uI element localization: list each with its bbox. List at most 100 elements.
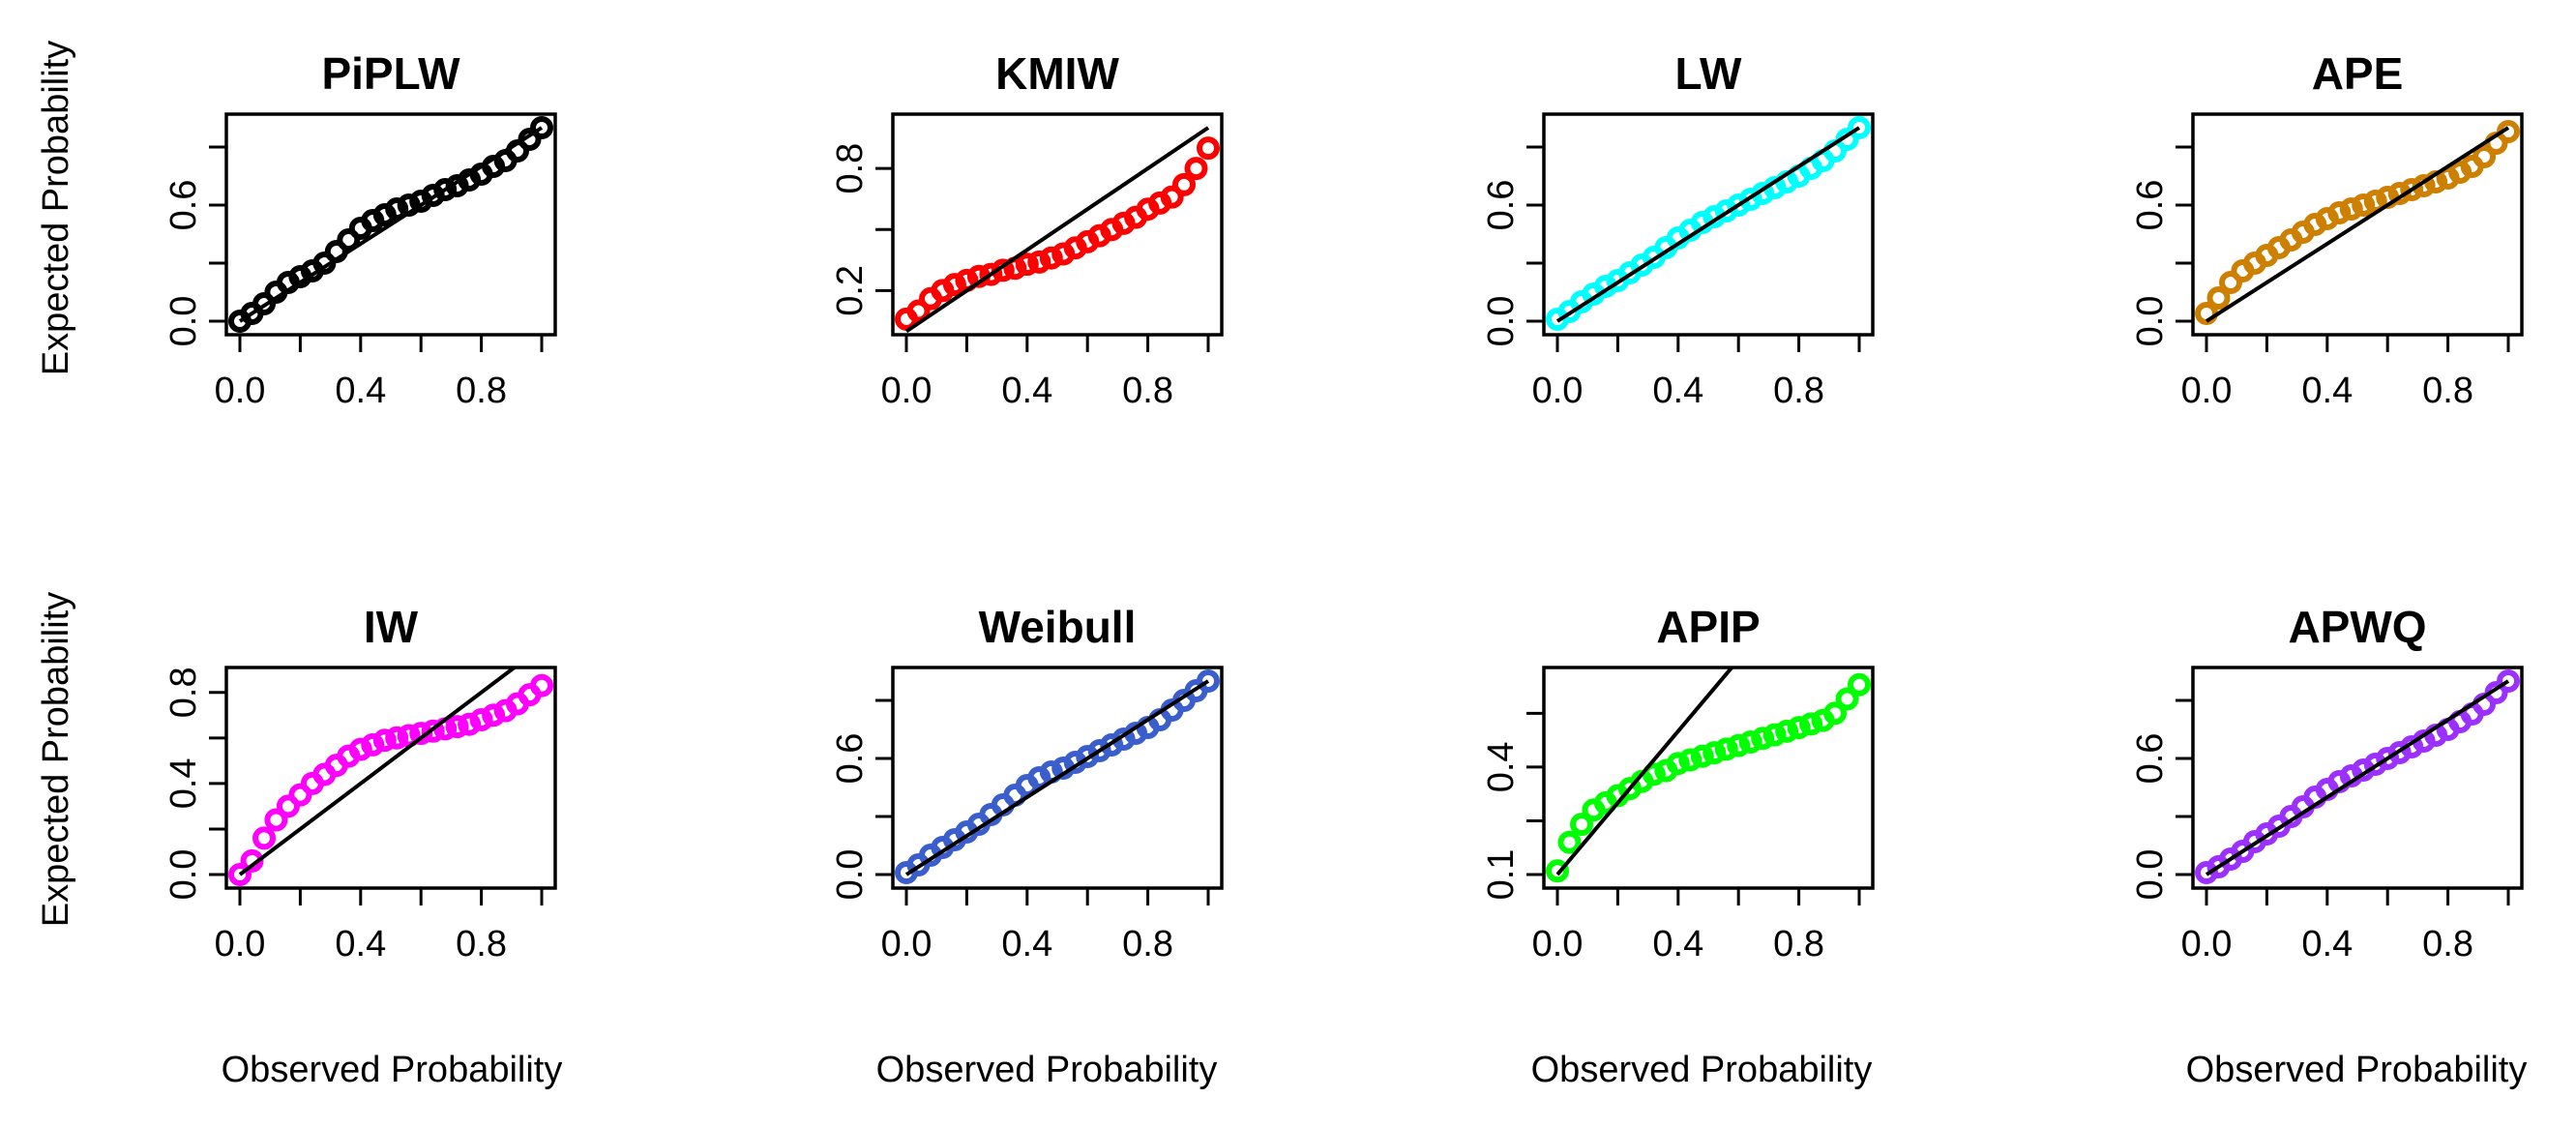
data-point	[906, 299, 931, 323]
y-axis: 0.0 0.6	[830, 698, 893, 900]
plot-frame	[1542, 666, 1875, 890]
x-tick-label: 0.8	[1122, 371, 1173, 411]
data-point	[1787, 716, 1811, 740]
x-tick-label: 0.0	[215, 924, 266, 965]
plot-frame	[224, 112, 557, 337]
plot-frame	[2191, 666, 2524, 890]
data-point	[942, 273, 966, 297]
data-point	[1197, 669, 1220, 693]
data-point	[2206, 286, 2231, 310]
y-axis: 0.0 0.6	[2130, 698, 2193, 900]
panel-title: APWQ	[2288, 602, 2426, 652]
x-axis: 0.0 0.4 0.8	[215, 335, 544, 411]
panel-iw: IW 0.0 0.4 0.8 0.0 0.4 0.8	[163, 602, 557, 965]
panel-title: LW	[1675, 48, 1743, 99]
x-tick-label: 0.0	[2181, 371, 2233, 411]
y-tick-label: 0.6	[2130, 180, 2171, 231]
panel-kmiw: KMIW 0.0 0.4 0.8 0.2 0.8	[830, 48, 1224, 411]
panel-title: Weibull	[979, 602, 1137, 652]
y-axis-label-bottom: Expected Probability	[36, 592, 76, 927]
y-axis: 0.1 0.4	[1481, 711, 1544, 900]
data-point	[1197, 136, 1220, 161]
data-point	[445, 715, 469, 739]
x-tick-label: 0.0	[881, 371, 933, 411]
data-point	[1848, 672, 1871, 697]
y-axis: 0.0 0.6	[163, 145, 226, 347]
data-point	[1848, 116, 1871, 139]
data-point	[2363, 190, 2387, 213]
x-axis: 0.0 0.4 0.8	[881, 888, 1210, 965]
reference-line	[2205, 679, 2510, 876]
data-point	[1546, 859, 1569, 883]
data-point	[421, 719, 445, 743]
y-tick-label: 0.6	[163, 180, 204, 231]
x-tick-label: 0.4	[335, 924, 386, 965]
data-point	[1570, 813, 1593, 837]
data-point	[385, 197, 409, 221]
panel-ape: APE 0.0 0.4 0.8 0.0 0.6	[2130, 48, 2524, 411]
reference-line	[904, 679, 1210, 876]
y-tick-label: 0.0	[163, 296, 204, 347]
plot-frame	[891, 112, 1224, 337]
data-point	[397, 724, 421, 748]
x-tick-label: 0.8	[1122, 924, 1173, 965]
data-point	[288, 783, 312, 807]
data-point	[530, 116, 553, 139]
x-tick-label: 0.0	[1532, 371, 1584, 411]
x-axis-label-1: Observed Probability	[222, 1050, 563, 1090]
data-point	[1751, 727, 1775, 751]
data-point	[1738, 730, 1762, 754]
data-point	[1690, 744, 1714, 768]
data-point	[337, 228, 361, 252]
panel-lw: LW 0.0 0.4 0.8 0.0 0.6	[1481, 48, 1875, 411]
data-point	[1799, 712, 1823, 736]
y-tick-label: 0.0	[1481, 296, 1522, 347]
plot-frame	[2191, 112, 2524, 337]
data-point	[1666, 752, 1690, 776]
x-axis-label-2: Observed Probability	[876, 1050, 1218, 1090]
data-point	[252, 292, 276, 315]
data-point	[1172, 172, 1196, 196]
reference-line	[238, 668, 518, 876]
data-points	[1546, 672, 1871, 883]
panel-apwq: APWQ 0.0 0.4 0.8 0.0 0.6	[2130, 602, 2524, 965]
data-point	[458, 712, 482, 736]
x-axis: 0.0 0.4 0.8	[881, 335, 1210, 411]
data-point	[1184, 157, 1208, 181]
panel-piplw: PiPLW 0.0 0.4 0.8 0.0 0.6	[163, 48, 557, 411]
y-tick-label: 0.6	[2130, 733, 2171, 785]
data-point	[2472, 145, 2496, 168]
data-point	[1714, 737, 1738, 761]
y-axis: 0.0 0.6	[2130, 145, 2193, 346]
data-point	[2497, 669, 2520, 693]
x-axis-label-3: Observed Probability	[1531, 1050, 1873, 1090]
y-tick-label: 0.6	[830, 733, 871, 785]
x-tick-label: 0.4	[2301, 371, 2353, 411]
x-tick-label: 0.4	[1652, 371, 1703, 411]
y-axis: 0.0 0.6	[1481, 145, 1544, 347]
y-axis-label-top: Expected Probability	[36, 41, 76, 375]
data-point	[1775, 719, 1799, 743]
x-tick-label: 0.0	[1532, 924, 1584, 965]
reference-line	[1555, 126, 1861, 323]
panel-weibull: Weibull 0.0 0.4 0.8 0.0 0.6	[830, 602, 1224, 965]
data-point	[372, 728, 397, 753]
data-points	[895, 669, 1220, 884]
data-point	[2400, 178, 2424, 201]
data-point	[433, 178, 458, 201]
data-point	[979, 262, 1003, 286]
data-point	[1678, 748, 1703, 772]
plot-frame	[891, 666, 1224, 890]
x-axis: 0.0 0.4 0.8	[215, 888, 544, 965]
x-tick-label: 0.4	[1652, 924, 1703, 965]
x-axis: 0.0 0.4 0.8	[1532, 888, 1861, 965]
x-axis: 0.0 0.4 0.8	[1532, 335, 1861, 411]
data-point	[2339, 197, 2363, 221]
x-tick-label: 0.8	[2422, 371, 2473, 411]
data-point	[1015, 252, 1039, 277]
data-point	[252, 826, 276, 850]
y-tick-label: 0.2	[830, 265, 871, 316]
data-point	[530, 673, 553, 698]
data-point	[1835, 687, 1859, 711]
